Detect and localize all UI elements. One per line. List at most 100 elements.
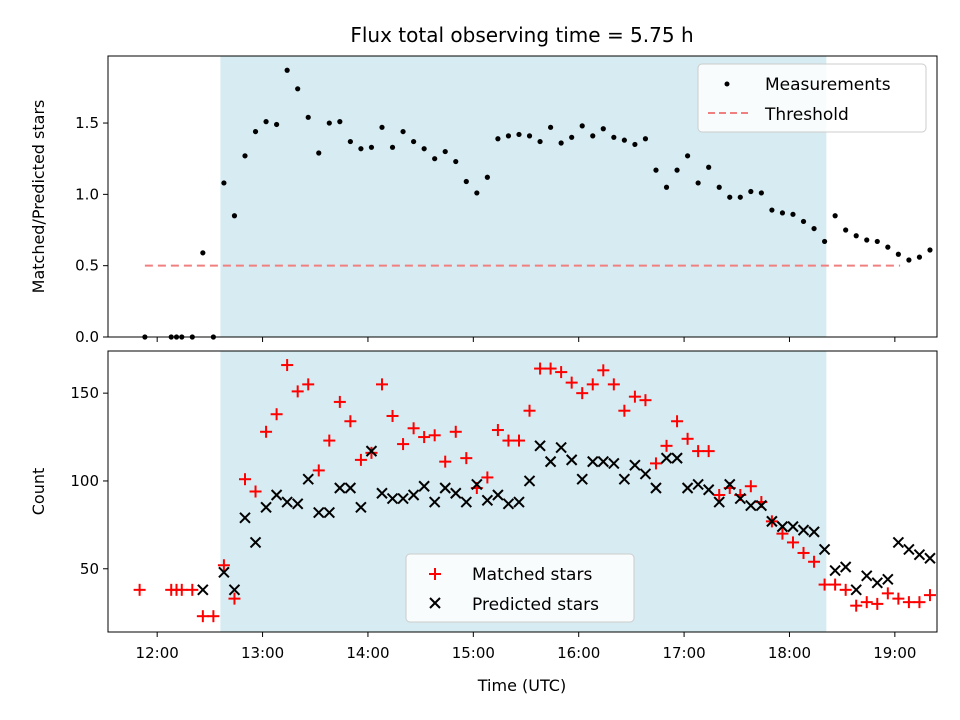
y-tick-label: 0.0 xyxy=(75,328,99,346)
matched-star-point xyxy=(544,362,557,375)
predicted-star-point xyxy=(344,482,357,494)
matched-star-point xyxy=(375,378,388,391)
measurement-point xyxy=(389,144,396,150)
matched-star-point xyxy=(386,409,399,422)
matched-star-point xyxy=(439,455,452,468)
matched-star-point xyxy=(607,378,620,391)
predicted-star-point xyxy=(397,492,409,505)
x-tick-label: 14:00 xyxy=(346,644,389,662)
matched-star-point xyxy=(871,597,884,610)
measurement-point xyxy=(495,136,501,142)
matched-star-point xyxy=(302,378,315,391)
matched-star-point xyxy=(639,394,652,407)
top-legend-box xyxy=(697,63,927,133)
measurement-point xyxy=(453,158,459,165)
matched-star-point xyxy=(523,404,536,417)
matched-star-point xyxy=(481,471,494,484)
measurement-point xyxy=(843,227,849,233)
measurement-point xyxy=(295,86,301,92)
matched-star-point xyxy=(228,592,241,605)
matched-star-point xyxy=(312,464,325,477)
y-tick-label: 100 xyxy=(70,472,99,490)
predicted-star-point xyxy=(692,478,704,491)
legend-measurements-label: Measurements xyxy=(765,75,891,95)
matched-star-point xyxy=(913,596,926,609)
predicted-star-point xyxy=(597,455,609,468)
panel-ratio: Flux total observing time = 5.75 h 0.00.… xyxy=(29,23,938,346)
legend-measurements-marker xyxy=(724,81,730,87)
matched-star-point xyxy=(354,453,367,466)
matched-star-point xyxy=(238,473,251,486)
measurement-point xyxy=(885,244,891,250)
predicted-star-point xyxy=(681,482,694,494)
top-y-axis-label: Matched/Predicted stars xyxy=(29,100,48,294)
matched-star-point xyxy=(744,480,757,493)
y-tick-label: 0.5 xyxy=(75,257,99,275)
predicted-star-point xyxy=(734,492,746,505)
predicted-star-point xyxy=(291,498,304,510)
measurement-point xyxy=(800,218,807,225)
bottom-legend: Matched stars Predicted stars xyxy=(405,553,635,623)
matched-star-point xyxy=(881,587,894,600)
measurement-point xyxy=(484,174,490,180)
predicted-star-point xyxy=(850,584,862,596)
predicted-star-point xyxy=(713,496,725,508)
matched-star-point xyxy=(270,408,283,421)
x-axis-label: Time (UTC) xyxy=(477,676,566,695)
matched-star-point xyxy=(808,555,821,568)
measurement-point xyxy=(832,213,838,219)
predicted-star-point xyxy=(386,492,399,505)
measurement-point xyxy=(421,146,427,152)
matched-star-point xyxy=(681,432,694,445)
measurement-point xyxy=(748,188,754,195)
predicted-star-point xyxy=(492,489,504,501)
x-tick-label: 18:00 xyxy=(768,644,811,662)
x-tick-label: 17:00 xyxy=(662,644,705,662)
y-tick-label: 150 xyxy=(70,384,99,402)
predicted-star-point xyxy=(829,564,841,577)
predicted-star-point xyxy=(502,498,515,510)
predicted-star-point xyxy=(924,552,936,564)
predicted-star-point xyxy=(839,561,852,573)
predicted-star-point xyxy=(523,475,536,487)
matched-star-point xyxy=(460,452,473,465)
predicted-star-point xyxy=(608,457,620,470)
matched-star-point xyxy=(565,376,578,389)
measurement-point xyxy=(358,146,364,152)
matched-star-point xyxy=(649,457,662,470)
predicted-star-point xyxy=(797,524,810,536)
measurement-point xyxy=(600,126,606,132)
measurement-point xyxy=(516,131,522,138)
measurement-point xyxy=(590,133,596,139)
top-legend: Measurements Threshold xyxy=(697,63,927,133)
measurement-point xyxy=(432,156,438,162)
matched-star-point xyxy=(186,583,199,596)
matched-star-point xyxy=(702,445,715,458)
measurement-point xyxy=(653,167,659,173)
measurement-point xyxy=(411,138,417,145)
matched-star-point xyxy=(291,385,304,398)
predicted-star-point xyxy=(239,512,251,524)
predicted-star-point xyxy=(249,536,262,549)
matched-star-point xyxy=(196,610,209,623)
matched-star-point xyxy=(671,415,684,428)
measurement-point xyxy=(252,128,259,135)
bottom-y-axis-label: Count xyxy=(29,468,48,516)
x-tick-label: 19:00 xyxy=(873,644,916,662)
measurement-point xyxy=(663,184,670,190)
predicted-star-point xyxy=(565,454,578,466)
predicted-star-point xyxy=(334,482,346,494)
x-tick-label: 15:00 xyxy=(452,644,495,662)
measurement-point xyxy=(347,138,353,145)
measurement-point xyxy=(284,67,290,73)
measurement-point xyxy=(263,119,269,125)
measurement-point xyxy=(906,257,912,263)
measurement-point xyxy=(316,150,322,156)
measurement-point xyxy=(569,134,575,140)
predicted-star-point xyxy=(587,455,599,468)
matched-star-point xyxy=(449,425,462,438)
measurement-point xyxy=(526,133,533,139)
matched-star-point xyxy=(618,404,631,417)
